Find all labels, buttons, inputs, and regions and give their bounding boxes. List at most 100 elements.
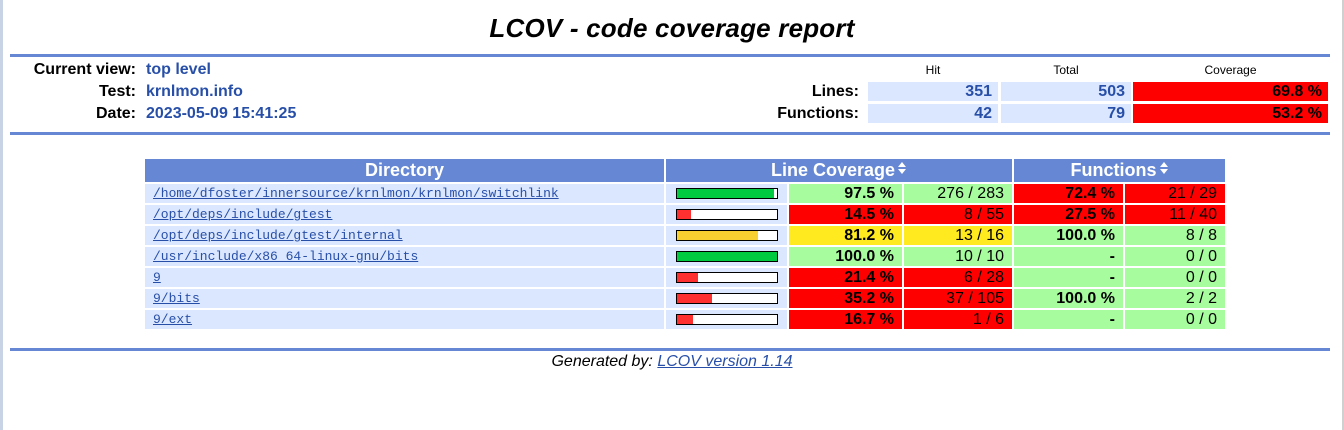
- directory-cell: 9: [145, 268, 664, 287]
- summary-functions-hit: 42: [868, 104, 998, 123]
- directory-link[interactable]: /usr/include/x86_64-linux-gnu/bits: [153, 249, 419, 264]
- directory-link[interactable]: 9/ext: [153, 312, 193, 327]
- directory-cell: /home/dfoster/innersource/krnlmon/krnlmo…: [145, 184, 664, 203]
- summary-lines-label: Lines:: [811, 83, 859, 100]
- directory-table: Directory Line Coverage Functions /home/…: [143, 157, 1227, 331]
- lcov-version-link[interactable]: LCOV version 1.14: [657, 353, 793, 370]
- directory-column-header: Directory: [145, 159, 664, 182]
- function-coverage-percent: 100.0 %: [1014, 226, 1123, 245]
- coverage-bar: [675, 250, 778, 262]
- test-label: Test:: [98, 83, 136, 100]
- directory-cell: 9/ext: [145, 310, 664, 329]
- header-ruler-bottom: [10, 132, 1330, 135]
- directory-link[interactable]: 9: [153, 270, 161, 285]
- sort-icon[interactable]: [1159, 161, 1169, 178]
- coverage-bar-fill: [676, 251, 777, 261]
- window-edge-left: [0, 0, 3, 430]
- line-coverage-count: 8 / 55: [904, 205, 1012, 224]
- coverage-bar-fill: [676, 314, 694, 324]
- footer-ruler: [10, 348, 1330, 351]
- window-edge-right: [1342, 0, 1344, 430]
- function-coverage-percent: 100.0 %: [1014, 289, 1123, 308]
- date-label: Date:: [95, 105, 136, 122]
- coverage-bar: [675, 313, 778, 325]
- directory-link[interactable]: /opt/deps/include/gtest/internal: [153, 228, 403, 243]
- directory-cell: /opt/deps/include/gtest/internal: [145, 226, 664, 245]
- coverage-bar: [675, 208, 778, 220]
- coverage-bar: [675, 229, 778, 241]
- summary-col-hit: Hit: [925, 63, 941, 77]
- directory-link[interactable]: /home/dfoster/innersource/krnlmon/krnlmo…: [153, 186, 559, 201]
- line-coverage-percent: 81.2 %: [789, 226, 902, 245]
- generated-by-label: Generated by:: [551, 353, 653, 370]
- function-coverage-count: 2 / 2: [1125, 289, 1225, 308]
- function-coverage-count: 21 / 29: [1125, 184, 1225, 203]
- summary-col-coverage: Coverage: [1204, 63, 1257, 77]
- coverage-bar-fill: [676, 293, 712, 303]
- summary-functions-coverage: 53.2 %: [1133, 104, 1328, 123]
- function-coverage-count: 0 / 0: [1125, 268, 1225, 287]
- function-coverage-percent: -: [1014, 247, 1123, 266]
- functions-column-header[interactable]: Functions: [1014, 159, 1225, 182]
- directory-column-label: Directory: [364, 160, 445, 180]
- line-coverage-percent: 21.4 %: [789, 268, 902, 287]
- header-ruler-top: [10, 54, 1330, 57]
- line-coverage-percent: 14.5 %: [789, 205, 902, 224]
- line-coverage-percent: 100.0 %: [789, 247, 902, 266]
- coverage-bar-fill: [676, 209, 691, 219]
- date-value: 2023-05-09 15:41:25: [146, 105, 297, 122]
- line-coverage-count: 10 / 10: [904, 247, 1012, 266]
- coverage-bar-cell: [666, 247, 787, 266]
- sort-icon[interactable]: [897, 161, 907, 178]
- summary-functions-total: 79: [1001, 104, 1131, 123]
- function-coverage-percent: -: [1014, 310, 1123, 329]
- line-coverage-count: 276 / 283: [904, 184, 1012, 203]
- current-view-value: top level: [146, 61, 211, 78]
- summary-col-total: Total: [1053, 63, 1079, 77]
- line-coverage-column-label: Line Coverage: [770, 160, 896, 180]
- coverage-bar: [675, 292, 778, 304]
- line-coverage-percent: 97.5 %: [789, 184, 902, 203]
- function-coverage-count: 11 / 40: [1125, 205, 1225, 224]
- line-coverage-percent: 16.7 %: [789, 310, 902, 329]
- function-coverage-percent: 72.4 %: [1014, 184, 1123, 203]
- function-coverage-count: 0 / 0: [1125, 310, 1225, 329]
- table-row: 9/bits 35.2 % 37 / 105 100.0 % 2 / 2: [145, 289, 1225, 308]
- coverage-bar-fill: [676, 188, 774, 198]
- summary-lines-total: 503: [1001, 82, 1131, 101]
- directory-cell: /usr/include/x86_64-linux-gnu/bits: [145, 247, 664, 266]
- function-coverage-percent: 27.5 %: [1014, 205, 1123, 224]
- line-coverage-count: 6 / 28: [904, 268, 1012, 287]
- summary-functions-label: Functions:: [777, 105, 859, 122]
- table-header-row: Directory Line Coverage Functions: [145, 159, 1225, 182]
- function-coverage-percent: -: [1014, 268, 1123, 287]
- current-view-label: Current view:: [33, 61, 136, 78]
- coverage-bar-cell: [666, 268, 787, 287]
- directory-cell: 9/bits: [145, 289, 664, 308]
- line-coverage-count: 37 / 105: [904, 289, 1012, 308]
- test-value: krnlmon.info: [146, 83, 243, 100]
- line-coverage-column-header[interactable]: Line Coverage: [666, 159, 1012, 182]
- coverage-bar-fill: [676, 272, 698, 282]
- coverage-bar-cell: [666, 205, 787, 224]
- table-row: /usr/include/x86_64-linux-gnu/bits 100.0 …: [145, 247, 1225, 266]
- coverage-bar-cell: [666, 289, 787, 308]
- directory-link[interactable]: 9/bits: [153, 291, 200, 306]
- line-coverage-percent: 35.2 %: [789, 289, 902, 308]
- function-coverage-count: 8 / 8: [1125, 226, 1225, 245]
- summary-lines-coverage: 69.8 %: [1133, 82, 1328, 101]
- page-title: LCOV - code coverage report: [489, 13, 855, 43]
- coverage-bar: [675, 271, 778, 283]
- table-row: 9 21.4 % 6 / 28-0 / 0: [145, 268, 1225, 287]
- table-row: 9/ext 16.7 % 1 / 6-0 / 0: [145, 310, 1225, 329]
- coverage-bar: [675, 187, 778, 199]
- line-coverage-count: 13 / 16: [904, 226, 1012, 245]
- coverage-bar-cell: [666, 310, 787, 329]
- directory-link[interactable]: /opt/deps/include/gtest: [153, 207, 333, 222]
- footer: Generated by: LCOV version 1.14: [0, 353, 1344, 371]
- directory-cell: /opt/deps/include/gtest: [145, 205, 664, 224]
- function-coverage-count: 0 / 0: [1125, 247, 1225, 266]
- table-row: /home/dfoster/innersource/krnlmon/krnlmo…: [145, 184, 1225, 203]
- table-row: /opt/deps/include/gtest/internal 81.2 % 13…: [145, 226, 1225, 245]
- coverage-bar-cell: [666, 226, 787, 245]
